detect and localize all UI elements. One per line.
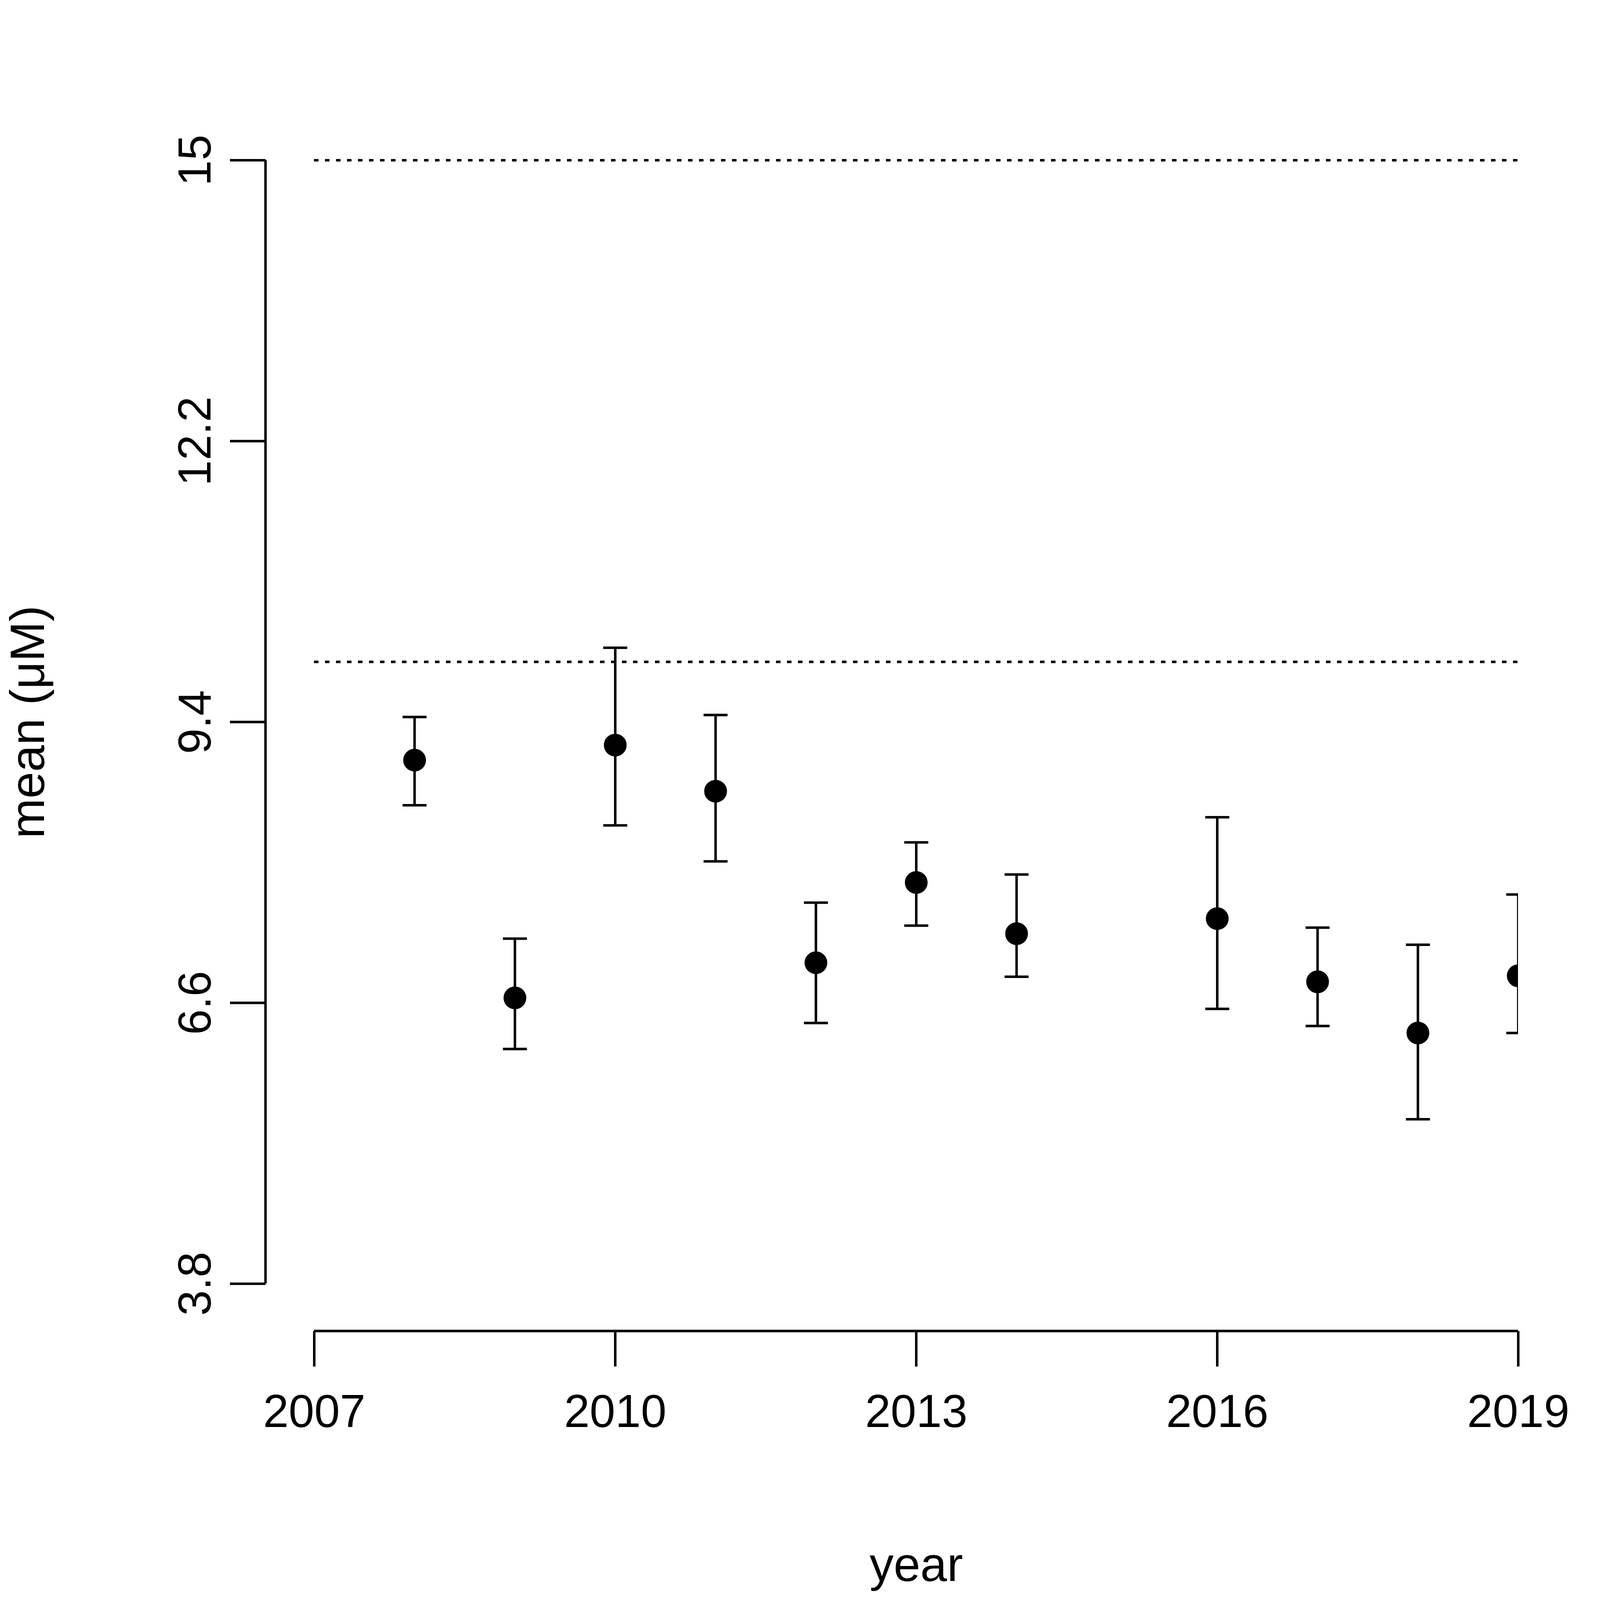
svg-text:2016: 2016 bbox=[1166, 1385, 1269, 1437]
svg-text:year: year bbox=[869, 1537, 963, 1591]
svg-text:2013: 2013 bbox=[865, 1385, 968, 1437]
svg-text:3.8: 3.8 bbox=[169, 1252, 220, 1316]
svg-text:2010: 2010 bbox=[564, 1385, 667, 1437]
svg-text:6.6: 6.6 bbox=[169, 971, 220, 1035]
svg-text:12.2: 12.2 bbox=[169, 396, 220, 486]
svg-text:15: 15 bbox=[169, 134, 220, 186]
svg-text:9.4: 9.4 bbox=[169, 690, 220, 754]
svg-text:2007: 2007 bbox=[263, 1385, 366, 1437]
html-text:Orkney Islands [4]: Orkney Islands [4] bbox=[652, 41, 1180, 108]
svg-text:mean (μM): mean (μM) bbox=[0, 605, 54, 839]
svg-text:2019: 2019 bbox=[1467, 1385, 1570, 1437]
